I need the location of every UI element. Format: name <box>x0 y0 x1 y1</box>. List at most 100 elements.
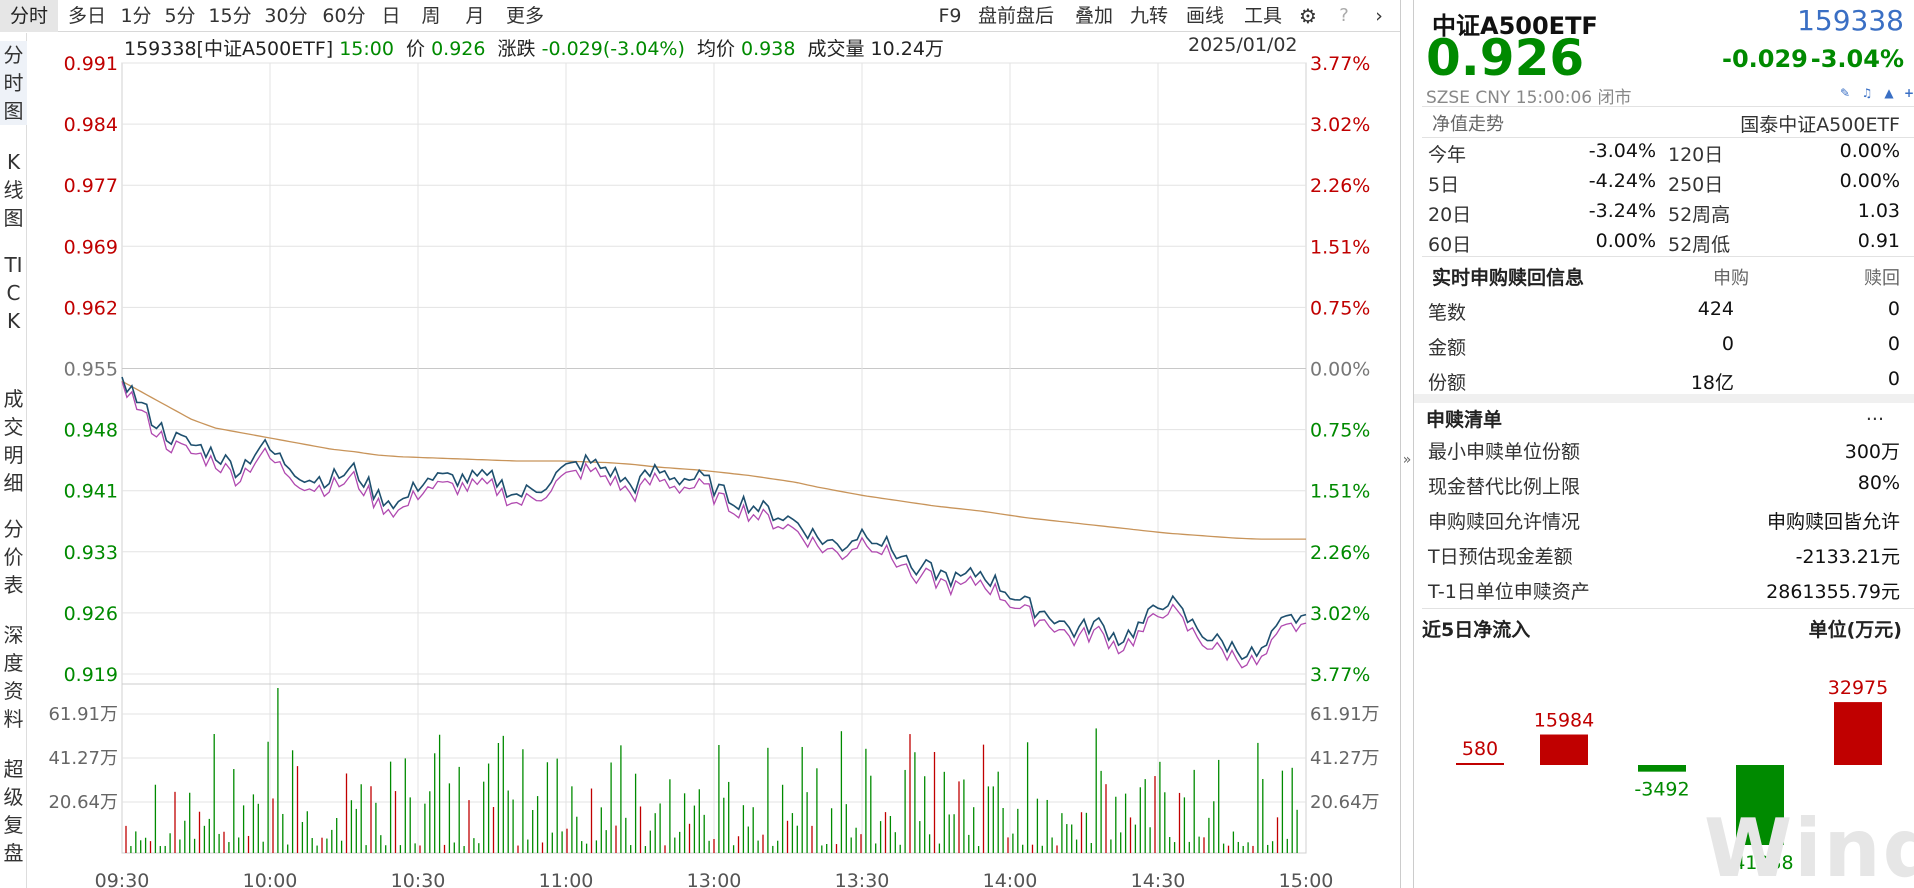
settings-gear-icon[interactable]: ⚙ <box>1299 4 1317 28</box>
side-tab-2[interactable]: TICK <box>4 253 23 333</box>
pct-tick-label: 1.51% <box>1310 236 1370 258</box>
toolbar-period-1-tab[interactable]: 多日 <box>67 5 106 27</box>
basket-title: 申赎清单 <box>1426 409 1503 431</box>
toolbar-tool-3-button[interactable]: 九转 <box>1129 5 1168 27</box>
subscription-row-label: 笔数 <box>1428 302 1467 324</box>
time-tick-label: 10:30 <box>391 870 446 888</box>
info-bar: 159338[中证A500ETF] 15:00 价 0.926 涨跌 -0.02… <box>124 34 944 61</box>
subscription-redeem-value: 0 <box>1887 333 1900 355</box>
pct-tick-label: 0.75% <box>1310 297 1370 319</box>
pct-tick-label: 1.51% <box>1310 481 1370 503</box>
toolbar-tool-0-button[interactable]: F9 <box>938 5 962 27</box>
side-tab-6[interactable]: 超级复盘 <box>3 757 24 865</box>
chart-svg: 0.991 0.984 0.977 0.969 0.962 0.955 0.948 0.941… <box>48 53 1380 888</box>
alert-bell-icon[interactable]: ♫ <box>1861 86 1873 100</box>
time-tick-label: 13:30 <box>835 870 890 888</box>
toolbar-intraday-tab[interactable]: 分时 <box>0 0 58 32</box>
inflow-bar <box>1834 702 1882 765</box>
side-tabs: 分时图 K线图 TICK 成交明细分价表深度资料超级复盘 <box>0 33 27 888</box>
perf-value: 0.00% <box>1839 170 1900 192</box>
toolbar-tool-1-button[interactable]: 盘前盘后 <box>977 5 1054 27</box>
price-tick-label: 0.962 <box>64 297 118 319</box>
info-price: 0.926 <box>431 38 486 60</box>
price-line <box>121 376 1307 661</box>
inflow-value-label: -41938 <box>1726 852 1793 874</box>
price-tick-label: 0.919 <box>64 664 118 686</box>
chevron-right-icon[interactable]: › <box>1375 5 1383 27</box>
info-price-label: 价 <box>406 38 426 60</box>
info-date: 2025/01/02 <box>1188 34 1298 56</box>
side-tab-4[interactable]: 分价表 <box>3 517 24 597</box>
info-avg-label: 均价 <box>696 38 735 60</box>
side-tab-0[interactable]: 分时图 <box>0 41 27 125</box>
pct-tick-label: 3.02% <box>1310 603 1370 625</box>
toolbar-period-8-tab[interactable]: 周 <box>421 5 441 27</box>
watermark-logo: Wind <box>1704 802 1914 888</box>
basket-row-value: -2133.21元 <box>1795 546 1900 568</box>
alarm-icon[interactable]: ▲ <box>1884 86 1894 100</box>
perf-label: 250日 <box>1668 174 1724 196</box>
pct-tick-label: 0.75% <box>1310 420 1370 442</box>
price-tick-label: 0.969 <box>64 236 118 258</box>
info-code: 159338[中证A500ETF] <box>124 38 334 60</box>
subscription-buy-value: 424 <box>1697 298 1734 320</box>
pct-tick-label: 2.26% <box>1310 542 1370 564</box>
market-meta: SZSE CNY 15:00:06 闭市 <box>1426 88 1632 108</box>
perf-value: 0.00% <box>1595 230 1656 252</box>
price-tick-label: 0.991 <box>64 53 118 75</box>
panel-collapse-handle[interactable]: » <box>1400 0 1414 888</box>
price-tick-label: 0.948 <box>64 420 118 442</box>
intraday-chart[interactable]: 0.991 0.984 0.977 0.969 0.962 0.955 0.948 0.941… <box>28 33 1400 888</box>
basket-more[interactable]: ... <box>1865 403 1884 425</box>
toolbar-period-2-tab[interactable]: 1分 <box>120 5 152 27</box>
inflow-value-label: 15984 <box>1534 710 1594 732</box>
edit-icon[interactable]: ✎ <box>1839 86 1851 100</box>
side-tab-3[interactable]: 成交明细 <box>3 387 24 495</box>
toolbar-period-6-tab[interactable]: 60分 <box>322 5 366 27</box>
help-icon[interactable]: ? <box>1339 5 1349 26</box>
avg-price-line <box>121 380 1306 540</box>
low-price-line <box>121 381 1307 669</box>
toolbar-period-5-tab[interactable]: 30分 <box>264 5 308 27</box>
toolbar-tool-4-button[interactable]: 画线 <box>1185 5 1224 27</box>
basket-row-value: 300万 <box>1844 441 1900 463</box>
toolbar-period-7-tab[interactable]: 日 <box>381 5 401 27</box>
subscription-col-redeem: 赎回 <box>1864 268 1900 289</box>
perf-value: -3.04% <box>1588 140 1656 162</box>
vol-tick-left: 61.91万 <box>48 704 118 725</box>
vol-tick-left: 41.27万 <box>48 748 118 769</box>
basket-row-label: 最小申赎单位份额 <box>1428 441 1581 463</box>
toolbar-period-10-tab[interactable]: 更多 <box>505 5 544 27</box>
side-tab-1[interactable]: K线图 <box>3 150 24 230</box>
perf-value: 1.03 <box>1857 200 1900 222</box>
perf-label: 60日 <box>1428 234 1472 256</box>
perf-label: 20日 <box>1428 204 1472 226</box>
toolbar-tool-5-button[interactable]: 工具 <box>1243 5 1282 27</box>
info-vol: 10.24万 <box>870 38 944 60</box>
time-tick-label: 10:00 <box>243 870 298 888</box>
perf-label: 52周高 <box>1668 204 1731 226</box>
pct-tick-label: 3.77% <box>1310 664 1370 686</box>
price-tick-label: 0.977 <box>64 175 118 197</box>
toolbar-period-9-tab[interactable]: 月 <box>465 5 485 27</box>
info-time: 15:00 <box>339 38 394 60</box>
inflow-value-label: -3492 <box>1634 779 1689 801</box>
subscription-col-buy: 申购 <box>1713 268 1749 289</box>
toolbar-period-3-tab[interactable]: 5分 <box>164 5 196 27</box>
toolbar-period-4-tab[interactable]: 15分 <box>208 5 252 27</box>
time-tick-label: 11:00 <box>539 870 594 888</box>
vol-tick-right: 41.27万 <box>1310 748 1380 769</box>
nav-trend-label[interactable]: 净值走势 <box>1432 114 1504 135</box>
change-percent: -3.04% <box>1810 45 1904 73</box>
security-code: 159338 <box>1797 4 1904 37</box>
side-tab-5[interactable]: 深度资料 <box>3 623 24 731</box>
info-vol-label: 成交量 <box>807 38 865 60</box>
time-tick-label: 14:30 <box>1131 870 1186 888</box>
price-tick-label: 0.933 <box>64 542 118 564</box>
perf-label: 52周低 <box>1668 234 1731 256</box>
price-tick-label: 0.984 <box>64 114 118 136</box>
add-icon[interactable]: + <box>1903 86 1914 100</box>
inflow-bar <box>1540 734 1588 765</box>
toolbar-tool-2-button[interactable]: 叠加 <box>1074 5 1113 27</box>
